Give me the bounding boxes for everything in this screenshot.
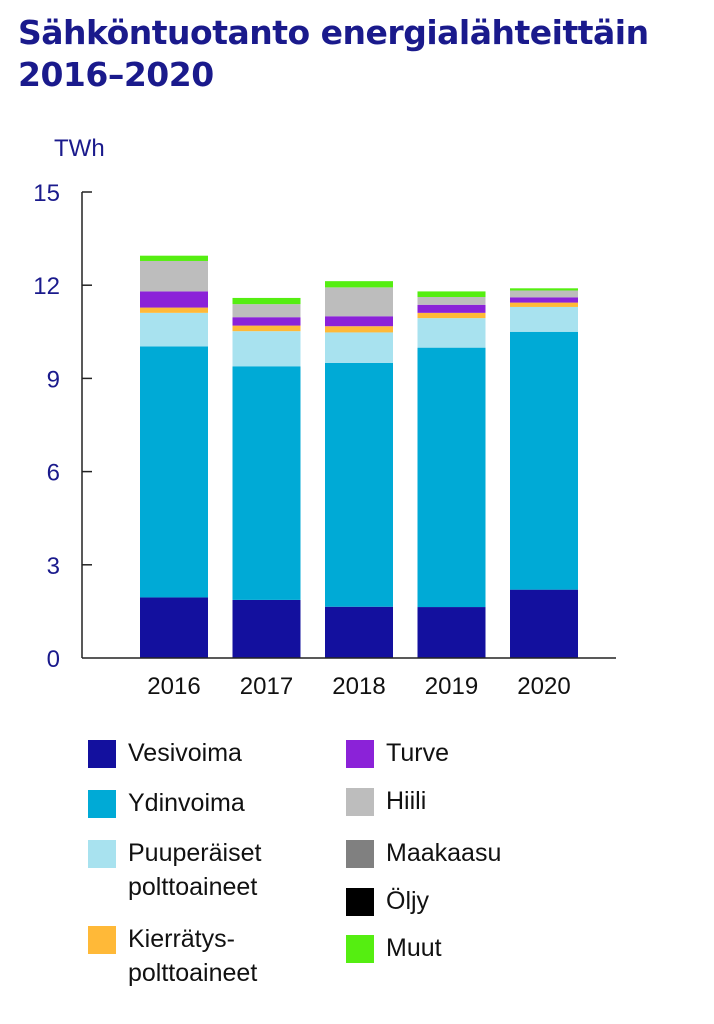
legend-label-line: Turve (386, 739, 449, 767)
x-tick-label-2017: 2017 (240, 673, 293, 700)
bar-segment-2016-turve (140, 291, 208, 308)
bar-segment-2020-vesivoima (510, 589, 578, 658)
bar-segment-2020-ydinvoima (510, 331, 578, 590)
y-tick-label-3: 3 (47, 553, 60, 580)
legend-swatch (346, 935, 374, 963)
x-tick-label-2016: 2016 (147, 673, 200, 700)
bar-segment-2019-muut (417, 291, 486, 298)
legend-item-turve: Turve (346, 739, 449, 770)
chart-title: Sähköntuotanto energialähteittäin 2016–2… (18, 12, 649, 96)
legend-label-line: Puuperäiset (128, 839, 262, 867)
legend-label: Ydinvoima (128, 786, 245, 820)
bar-segment-2018-hiili (325, 287, 393, 317)
stacked-bar-chart: TWh 2016 2017 2018 2019 2020 0 3 6 9 12 15 (33, 135, 616, 700)
legend-item-muut: Muut (346, 934, 442, 965)
bar-segment-2018-puuper-iset-polttoaineet (325, 332, 393, 363)
legend-label-line: polttoaineet (128, 873, 258, 901)
legend-swatch (88, 840, 116, 868)
bar-segment-2017-muut (232, 297, 301, 305)
y-axis-unit-label: TWh (54, 135, 105, 162)
legend-swatch (88, 926, 116, 954)
legend-label: Muut (386, 931, 442, 965)
bar-segment-2020-kierr-tyspolttoaineet (510, 302, 578, 307)
bar-segment-2016-puuper-iset-polttoaineet (140, 312, 208, 347)
bar-segment-2019-vesivoima (417, 607, 486, 658)
legend-label: Puuperäiset polttoaineet (128, 836, 261, 904)
legend-item-kierr-tys-polttoaineet: Kierrätys-polttoaineet (88, 925, 257, 990)
legend-label-line: Maakaasu (386, 839, 502, 867)
legend-label: Maakaasu (386, 836, 501, 870)
y-tick-label-12: 12 (33, 273, 60, 300)
legend-item-vesivoima: Vesivoima (88, 739, 242, 770)
x-tick-label-2019: 2019 (425, 673, 478, 700)
bar-segment-2017-turve (232, 317, 301, 326)
bar-segment-2016-vesivoima (140, 597, 208, 658)
bar-segment-2019-puuper-iset-polttoaineet (417, 318, 486, 348)
legend-label: Öljy (386, 884, 429, 918)
bar-segment-2017-kierr-tyspolttoaineet (232, 325, 301, 332)
bar-segment-2016-ydinvoima (140, 346, 208, 598)
legend-swatch (88, 790, 116, 818)
legend-swatch (346, 888, 374, 916)
bar-segment-2017-ydinvoima (232, 366, 301, 600)
legend-label: Kierrätys-polttoaineet (128, 922, 257, 990)
bar-segment-2019-ydinvoima (417, 347, 486, 608)
bar-segment-2016-muut (140, 255, 208, 261)
bar-segment-2017-vesivoima (232, 599, 301, 658)
y-tick-label-9: 9 (47, 366, 60, 393)
legend-label-line: Hiili (386, 787, 427, 815)
legend-item-maakaasu: Maakaasu (346, 839, 501, 870)
legend-item-ydinvoima: Ydinvoima (88, 789, 245, 820)
bar-segment-2018-turve (325, 316, 393, 327)
legend-label-line: Öljy (386, 887, 430, 915)
y-tick-label-15: 15 (33, 180, 60, 207)
axes-group: 2016 2017 2018 2019 2020 0 3 6 9 12 15 (33, 180, 616, 700)
legend-label-line: Kierrätys- (128, 925, 235, 953)
bar-segment-2017-puuper-iset-polttoaineet (232, 331, 301, 367)
legend-item-hiili: Hiili (346, 787, 426, 818)
bar-segment-2019-turve (417, 304, 486, 313)
x-tick-label-2018: 2018 (332, 673, 385, 700)
bar-segment-2016-hiili (140, 260, 208, 292)
bar-segment-2017-hiili (232, 304, 301, 318)
y-tick-label-6: 6 (47, 460, 60, 487)
y-tick-label-0: 0 (47, 646, 60, 673)
bar-segment-2018-vesivoima (325, 606, 393, 658)
bar-segment-2020-hiili (510, 290, 578, 298)
bar-segment-2020-muut (510, 288, 578, 291)
legend-swatch (346, 840, 374, 868)
legend-label-line: Ydinvoima (128, 789, 245, 817)
bar-segment-2016-kierr-tyspolttoaineet (140, 307, 208, 313)
bar-segment-2019-hiili (417, 297, 486, 305)
bar-segment-2019-kierr-tyspolttoaineet (417, 312, 486, 319)
bar-segment-2020-turve (510, 297, 578, 303)
bar-segment-2018-muut (325, 281, 393, 288)
bar-segment-2018-kierr-tyspolttoaineet (325, 326, 393, 333)
chart-title-line-1: Sähköntuotanto energialähteittäin (18, 13, 649, 52)
legend-item-puuper-isetpolttoaineet: Puuperäiset polttoaineet (88, 839, 261, 904)
bars-group (140, 255, 578, 658)
legend-swatch (88, 740, 116, 768)
legend-label-line: Vesivoima (128, 739, 242, 767)
legend-label: Vesivoima (128, 736, 242, 770)
legend-label: Turve (386, 736, 449, 770)
legend-label: Hiili (386, 784, 426, 818)
legend-swatch (346, 740, 374, 768)
legend-label-line: Muut (386, 934, 442, 962)
legend-swatch (346, 788, 374, 816)
legend-label-line: polttoaineet (128, 959, 258, 987)
legend-item--ljy: Öljy (346, 887, 429, 918)
bar-segment-2018-ydinvoima (325, 362, 393, 607)
chart-title-line-2: 2016–2020 (18, 55, 214, 94)
x-tick-label-2020: 2020 (517, 673, 570, 700)
bar-segment-2020-puuper-iset-polttoaineet (510, 306, 578, 332)
